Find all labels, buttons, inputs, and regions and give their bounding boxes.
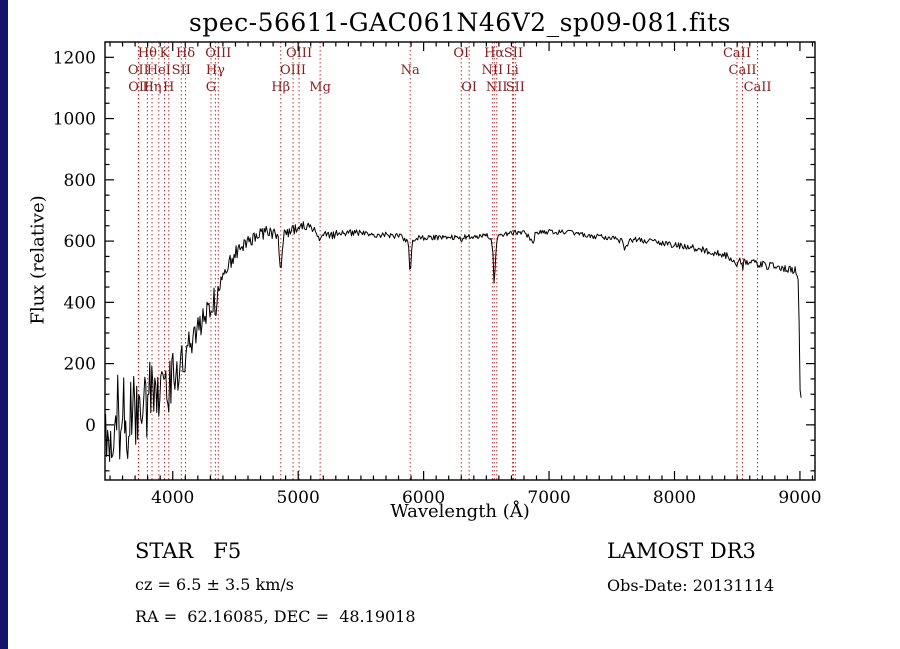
line-label: Hη xyxy=(142,80,161,95)
line-label: Mg xyxy=(309,80,331,95)
spectral-line-markers xyxy=(137,42,759,480)
line-label: SII xyxy=(504,46,523,61)
x-tick-label: 8000 xyxy=(653,488,696,508)
line-label: H xyxy=(163,80,174,95)
line-label: OI xyxy=(461,80,477,95)
axis-ticks xyxy=(105,41,815,480)
line-label: OIII xyxy=(205,46,231,61)
line-label: NII xyxy=(486,80,508,95)
y-tick-label: 800 xyxy=(64,171,96,191)
survey-label: LAMOST DR3 xyxy=(607,539,756,563)
line-label: CaII xyxy=(723,46,751,61)
line-label: K xyxy=(160,46,170,61)
cz-value: cz = 6.5 ± 3.5 km/s xyxy=(135,575,294,594)
line-label: Hδ xyxy=(176,46,195,61)
line-label: Hθ xyxy=(138,46,157,61)
y-tick-label: 1000 xyxy=(53,110,96,130)
line-label: SII xyxy=(172,63,191,78)
ra-dec-value: RA = 62.16085, DEC = 48.19018 xyxy=(135,607,416,626)
plot-frame xyxy=(104,41,816,481)
classification-label: STAR F5 xyxy=(135,539,242,563)
line-label: Hγ xyxy=(206,63,225,78)
x-tick-labels: 4000 5000 6000 7000 8000 9000 xyxy=(151,488,821,508)
x-tick-label: 7000 xyxy=(527,488,570,508)
left-edge-bar xyxy=(0,0,8,649)
y-tick-label: 400 xyxy=(64,293,96,313)
line-label: OII xyxy=(128,63,149,78)
line-label: OIII xyxy=(286,46,312,61)
x-axis-label: Wavelength (Å) xyxy=(390,501,530,522)
spectral-line-labels: OIIOIIHθHηHeIKHSIIHδGHγOIIIHβOIIIOIIIMgN… xyxy=(128,46,772,95)
line-label: OI xyxy=(453,46,469,61)
line-label: CaII xyxy=(744,80,772,95)
x-tick-label: 4000 xyxy=(151,488,194,508)
x-tick-label: 6000 xyxy=(402,488,445,508)
line-label: OIII xyxy=(280,63,306,78)
line-label: G xyxy=(206,80,216,95)
line-label: Hα xyxy=(484,46,504,61)
line-label: SII xyxy=(506,80,525,95)
line-label: Hβ xyxy=(271,80,290,95)
line-label: CaII xyxy=(729,63,757,78)
y-tick-label: 1200 xyxy=(53,48,96,68)
line-label: HeI xyxy=(147,63,171,78)
line-label: NII xyxy=(482,63,504,78)
plot-title: spec-56611-GAC061N46V2_sp09-081.fits xyxy=(189,8,731,37)
x-tick-label: 5000 xyxy=(277,488,320,508)
spectrum-trace xyxy=(105,221,802,462)
y-tick-labels: 0 200 400 600 800 1000 1200 xyxy=(53,48,96,436)
y-tick-label: 600 xyxy=(64,232,96,252)
y-axis-label: Flux (relative) xyxy=(27,195,49,325)
y-tick-label: 200 xyxy=(64,355,96,375)
line-label: Li xyxy=(506,63,519,78)
x-tick-label: 9000 xyxy=(778,488,821,508)
line-label: Na xyxy=(401,63,420,78)
y-tick-label: 0 xyxy=(85,416,96,436)
line-label: OII xyxy=(128,80,149,95)
obs-date: Obs-Date: 20131114 xyxy=(607,576,775,595)
